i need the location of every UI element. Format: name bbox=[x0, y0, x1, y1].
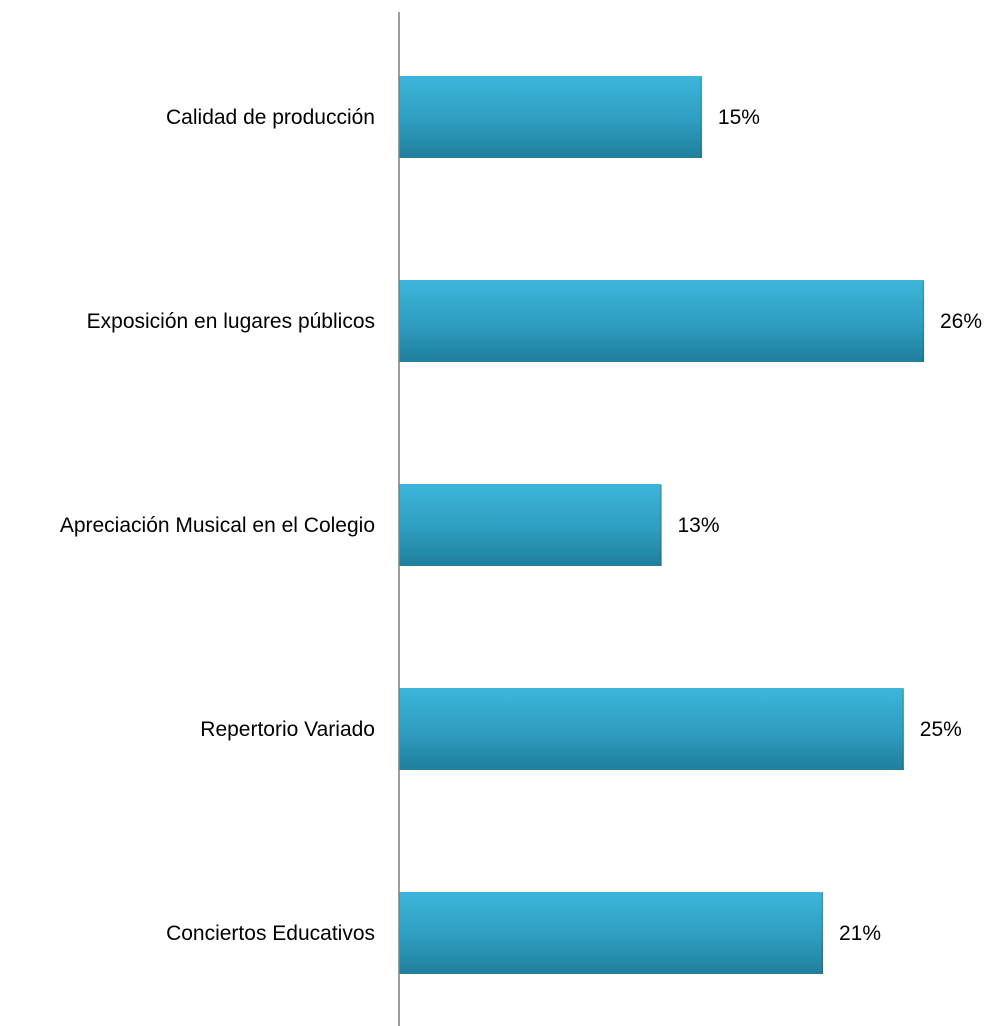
category-label: Apreciación Musical en el Colegio bbox=[60, 514, 375, 537]
category-label: Calidad de producción bbox=[166, 106, 375, 129]
data-label: 25% bbox=[920, 718, 962, 741]
category-label: Conciertos Educativos bbox=[166, 922, 375, 945]
bar-4 bbox=[399, 688, 904, 770]
bar-2 bbox=[399, 280, 924, 362]
bar-shadow-4 bbox=[902, 689, 905, 770]
bar-shadow-3 bbox=[660, 485, 662, 566]
data-label: 21% bbox=[839, 922, 881, 945]
data-label: 13% bbox=[678, 514, 720, 537]
bar-shadow-2 bbox=[922, 281, 925, 362]
bar-5 bbox=[399, 892, 823, 974]
bar-1 bbox=[399, 76, 702, 158]
bar-shadow-1 bbox=[700, 77, 703, 158]
bar-3 bbox=[399, 484, 662, 566]
bar-shadow-5 bbox=[821, 893, 824, 974]
category-label: Repertorio Variado bbox=[200, 718, 375, 741]
category-label: Exposición en lugares públicos bbox=[87, 310, 375, 333]
data-label: 15% bbox=[718, 106, 760, 129]
data-label: 26% bbox=[940, 310, 982, 333]
labels-layer: Calidad de producción 15% Exposición en lu… bbox=[60, 106, 982, 945]
bars-layer bbox=[399, 76, 925, 974]
